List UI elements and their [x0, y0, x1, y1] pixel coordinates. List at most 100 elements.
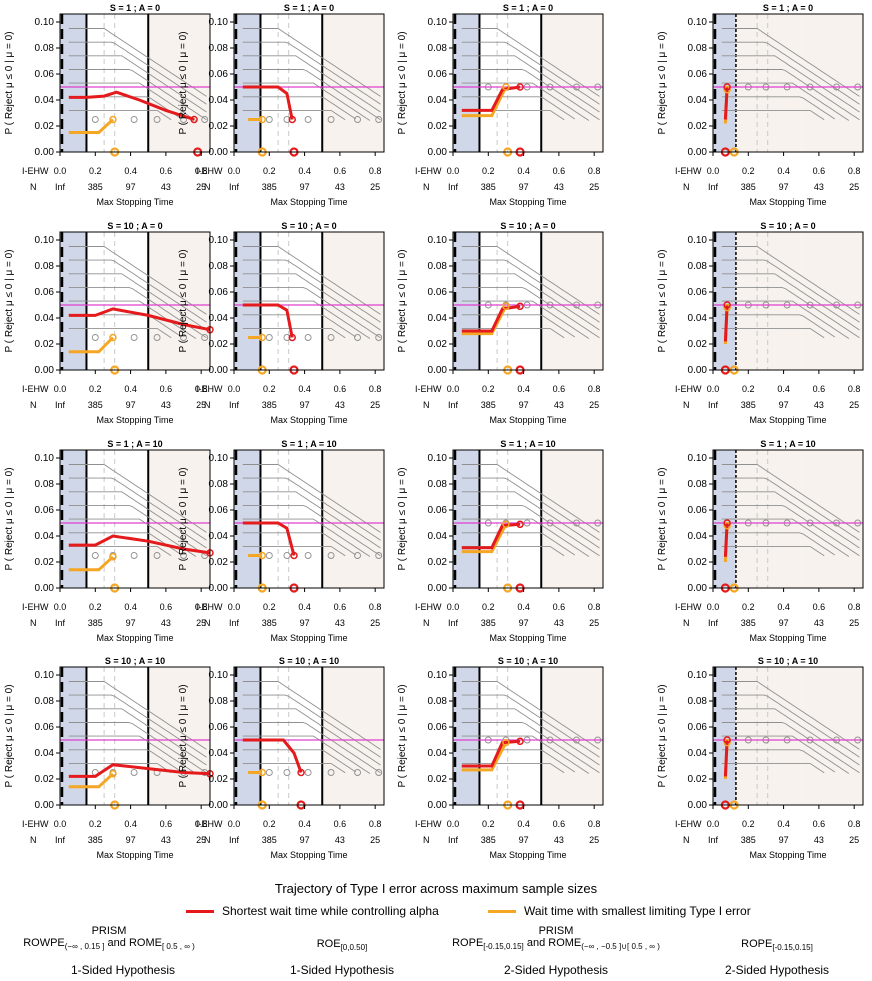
- x-tick-label: 0.4: [298, 602, 311, 612]
- y-tick-label: 0.04: [688, 531, 708, 542]
- red-end-point: [516, 737, 524, 746]
- grey-trajectory: [68, 749, 183, 773]
- grey-trajectory: [242, 545, 346, 557]
- n-tick-label: 97: [519, 835, 529, 845]
- grey-trajectory: [461, 28, 600, 97]
- legend-orange-swatch: [488, 910, 516, 914]
- y-tick-label: 0.00: [688, 583, 708, 594]
- y-tick-label: 0.06: [688, 505, 708, 516]
- panel-title: S = 1 ; A = 10: [281, 439, 336, 449]
- x-tick-label: 0.0: [54, 166, 67, 176]
- legend-red-label: Shortest wait time while controlling alp…: [222, 904, 439, 918]
- grey-trajectory: [461, 694, 600, 758]
- panel-title: S = 1 ; A = 0: [763, 3, 813, 13]
- grey-trajectory: [721, 749, 836, 773]
- x-tick-label: 0.6: [160, 819, 173, 829]
- n-tick-label: 97: [519, 182, 529, 192]
- grey-trajectory: [68, 273, 207, 331]
- n-tick-label: 43: [161, 618, 171, 628]
- orange-end-point: [502, 83, 510, 91]
- grey-trajectory: [721, 464, 860, 533]
- x-tick-label: 0.2: [482, 384, 495, 394]
- y-tick-label: 0.08: [35, 479, 55, 490]
- x-tick-label: 0.8: [369, 819, 382, 829]
- panel-frame: [712, 666, 864, 806]
- y-tick-label: 0.10: [428, 453, 448, 464]
- red-end-point: [723, 736, 731, 744]
- x-tick-label: 0.0: [54, 602, 67, 612]
- red-series: [242, 303, 294, 338]
- n-tick-label: 43: [161, 835, 171, 845]
- x-tick-label: 0.8: [369, 384, 382, 394]
- x-tick-label: 0.8: [369, 602, 382, 612]
- grey-trajectory: [721, 55, 860, 113]
- y-tick-label: 0.04: [428, 531, 448, 542]
- n-tick-label: 385: [481, 400, 496, 410]
- x-tick-label: 0.2: [742, 602, 755, 612]
- n-tick-label: Inf: [448, 182, 459, 192]
- grey-trajectory: [242, 681, 381, 750]
- n-tick-label: 385: [88, 182, 103, 192]
- n-tick-label: 25: [589, 618, 599, 628]
- orange-end-point: [109, 333, 117, 342]
- right-shade: [148, 667, 210, 805]
- panel-title: S = 10 ; A = 10: [105, 656, 165, 666]
- y-axis-label: P ( Reject μ ≤ 0 | μ = 0): [397, 31, 408, 134]
- panel-r2c4: S = 10 ; A = 0 0.00 0.02 0.04 0.06 0.08 0.10 P …: [657, 221, 864, 425]
- panel-title: S = 10 ; A = 10: [498, 656, 558, 666]
- n-tick-label: 43: [814, 182, 824, 192]
- x-tick-label: 0.8: [848, 166, 861, 176]
- y-axis-label: P ( Reject μ ≤ 0 | μ = 0): [397, 249, 408, 352]
- y-tick-label: 0.08: [688, 479, 708, 490]
- panel-title: S = 1 ; A = 10: [760, 439, 815, 449]
- red-series: [242, 521, 296, 556]
- grey-trajectory: [242, 694, 381, 758]
- y-tick-label: 0.04: [428, 95, 448, 106]
- panel-r3c2: S = 1 ; A = 10 0.00 0.02 0.04 0.06 0.08 0.10 P …: [178, 439, 385, 643]
- grey-endpoint: [130, 552, 138, 559]
- grey-trajectory: [68, 246, 207, 315]
- y-tick-label: 0.02: [428, 339, 448, 350]
- row1-label: I-EHW: [675, 384, 702, 394]
- grey-trajectory: [242, 286, 381, 339]
- panel-frame: [712, 231, 864, 371]
- col4-hypothesis: 2-Sided Hypothesis: [724, 963, 830, 977]
- x-tick-label: 0.2: [89, 602, 102, 612]
- grey-endpoint: [130, 334, 138, 341]
- y-tick-label: 0.06: [209, 505, 229, 516]
- grey-trajectory: [68, 518, 197, 557]
- orange-series: [68, 336, 114, 354]
- n-tick-label: 25: [849, 400, 859, 410]
- col1-region-label: PRISM ROWPE(−∞ , 0.15 ] and ROME[ 0.5 , …: [0, 925, 218, 951]
- n-tick-label: Inf: [55, 400, 66, 410]
- legend-orange: Wait time with smallest limiting Type I …: [488, 904, 751, 918]
- y-axis-label: P ( Reject μ ≤ 0 | μ = 0): [657, 684, 668, 787]
- grey-trajectory: [721, 518, 850, 557]
- y-tick-label: 0.06: [209, 287, 229, 298]
- right-shade: [148, 232, 210, 370]
- x-tick-label: 0.6: [553, 384, 566, 394]
- y-tick-label: 0.10: [428, 17, 448, 28]
- red-end-point: [190, 115, 198, 124]
- y-tick-label: 0.02: [688, 339, 708, 350]
- grey-trajectory: [461, 327, 565, 339]
- grey-trajectory: [461, 518, 590, 557]
- y-tick-label: 0.08: [35, 261, 55, 272]
- right-shade: [801, 667, 863, 805]
- row2-label: N: [683, 618, 690, 628]
- panel-r4c4: S = 10 ; A = 10 0.00 0.02 0.04 0.06 0.08 0.10 P…: [657, 656, 864, 860]
- n-tick-label: 97: [519, 400, 529, 410]
- n-tick-label: 385: [262, 835, 277, 845]
- grey-endpoint: [304, 116, 312, 123]
- grey-endpoint: [91, 334, 99, 341]
- x-tick-label: 0.8: [588, 166, 601, 176]
- red-series: [461, 522, 521, 550]
- y-axis-label: P ( Reject μ ≤ 0 | μ = 0): [4, 31, 15, 134]
- grey-trajectory: [242, 314, 357, 338]
- panel-r4c3: S = 10 ; A = 10 0.00 0.02 0.04 0.06 0.08 0.10 P…: [397, 656, 604, 860]
- y-tick-label: 0.10: [209, 453, 229, 464]
- y-tick-label: 0.00: [428, 800, 448, 811]
- col4-main-sub: [-0.15,0.15]: [772, 943, 813, 953]
- n-tick-label: 25: [196, 400, 206, 410]
- y-axis-label: P ( Reject μ ≤ 0 | μ = 0): [4, 249, 15, 352]
